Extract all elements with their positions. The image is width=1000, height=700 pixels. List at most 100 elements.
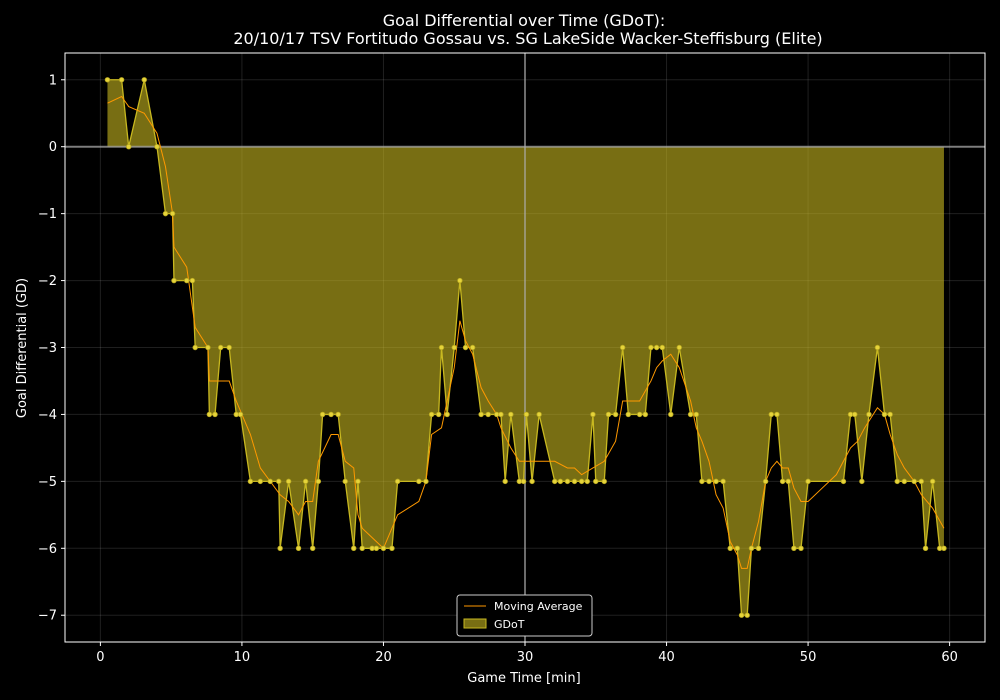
gdot-point [918, 478, 925, 485]
chart-title: Goal Differential over Time (GDoT): [383, 11, 666, 30]
gdot-point [154, 144, 160, 150]
gdot-point [744, 612, 750, 618]
gdot-point [523, 411, 530, 418]
legend-box [456, 594, 593, 637]
gdot-point [277, 545, 283, 551]
gdot-point [894, 478, 900, 485]
gdot-point [774, 411, 780, 418]
gdot-point [295, 545, 302, 551]
gdot-point [394, 478, 401, 485]
gdot-point [941, 545, 947, 551]
y-tick-label: −5 [38, 475, 57, 490]
x-axis-ticks: 0 10 20 30 40 50 60 [96, 642, 958, 665]
gdot-point [676, 344, 682, 351]
gdot-point [840, 478, 847, 485]
gdot-point [557, 478, 564, 485]
chart-subtitle: 20/10/17 TSV Fortitudo Gossau vs. SG Lak… [233, 29, 822, 48]
gdot-point [648, 344, 654, 351]
y-axis-label: Goal Differential (GD) [15, 278, 30, 418]
gdot-point [601, 478, 607, 485]
gdot-point [125, 144, 132, 150]
gdot-point [699, 478, 705, 485]
gdot-point [571, 478, 578, 485]
x-tick-label: 0 [96, 650, 104, 665]
gdot-point [578, 478, 585, 485]
gdot-point [625, 411, 632, 418]
gdot-point [590, 411, 596, 418]
gdot-point [536, 411, 542, 418]
gdot-point [162, 210, 169, 217]
gdot-point [451, 344, 457, 351]
gdot-point [498, 411, 504, 418]
gdot-point [734, 545, 741, 551]
reference-lines [65, 53, 985, 642]
y-tick-label: −1 [38, 207, 57, 222]
legend-gdot-label: GDoT [494, 618, 525, 631]
y-axis-ticks: 1 0 −1 −2 −3 −4 −5 −6 −7 [38, 73, 65, 624]
x-tick-label: 50 [800, 650, 817, 665]
gdot-point [866, 411, 872, 418]
legend-gdot-swatch [463, 618, 487, 629]
gdot-point [189, 277, 196, 284]
gdot-point [508, 411, 514, 418]
gdot-point [929, 478, 936, 485]
gdot-point [335, 411, 341, 418]
gdot-point [785, 478, 791, 485]
gdot-point [276, 478, 282, 485]
gdot-point [779, 478, 786, 485]
moving-average-line [107, 95, 945, 569]
y-tick-label: −7 [38, 609, 57, 624]
gdot-point [462, 344, 469, 351]
gdot-point [206, 411, 213, 418]
gdot-point [118, 77, 125, 83]
gdot-markers [104, 77, 947, 618]
gdot-point [642, 411, 649, 418]
gdot-point [593, 478, 599, 485]
gdot-point [478, 411, 484, 418]
gdot-point [584, 478, 590, 485]
gdot-point [457, 277, 463, 284]
gdot-point [552, 478, 558, 485]
gdot-point [612, 411, 619, 418]
gdot-point [380, 545, 387, 551]
gdot-point [901, 478, 908, 485]
gdot-point [285, 478, 292, 485]
gdot-point [874, 344, 881, 351]
y-tick-label: 1 [49, 73, 57, 88]
gdot-point [520, 478, 527, 485]
gdot-point [911, 478, 917, 485]
gdot-point [328, 411, 334, 418]
gdot-point [738, 612, 745, 618]
gdot-point [852, 411, 858, 418]
gdot-point [184, 277, 190, 284]
gdot-point [226, 344, 232, 351]
gdot-point [342, 478, 348, 485]
legend: Moving Average GDoT [456, 594, 593, 637]
gdot-point [922, 545, 929, 551]
gdot-point [720, 478, 726, 485]
y-tick-label: −6 [38, 542, 57, 557]
gdot-point [141, 77, 147, 83]
gdot-point [653, 344, 660, 351]
gdot-point [762, 478, 769, 485]
gdot-point [319, 411, 326, 418]
y-tick-label: 0 [49, 140, 57, 155]
gdot-point [668, 411, 674, 418]
gdot-point [636, 411, 643, 418]
x-tick-label: 10 [234, 650, 251, 665]
gdot-point [212, 411, 218, 418]
y-tick-label: −4 [38, 408, 57, 423]
gdot-point [267, 478, 273, 485]
gdot-point [881, 411, 888, 418]
gdot-point [485, 411, 491, 418]
gdot-point [502, 478, 508, 485]
gdot-point [104, 77, 111, 83]
gdot-point [798, 545, 804, 551]
gdot-point [693, 411, 699, 418]
gdot-point [859, 478, 865, 485]
gdot-point [192, 344, 198, 351]
gdot-point [359, 545, 365, 551]
x-tick-label: 30 [517, 650, 534, 665]
gdot-point [755, 545, 762, 551]
gdot-point [469, 344, 476, 351]
